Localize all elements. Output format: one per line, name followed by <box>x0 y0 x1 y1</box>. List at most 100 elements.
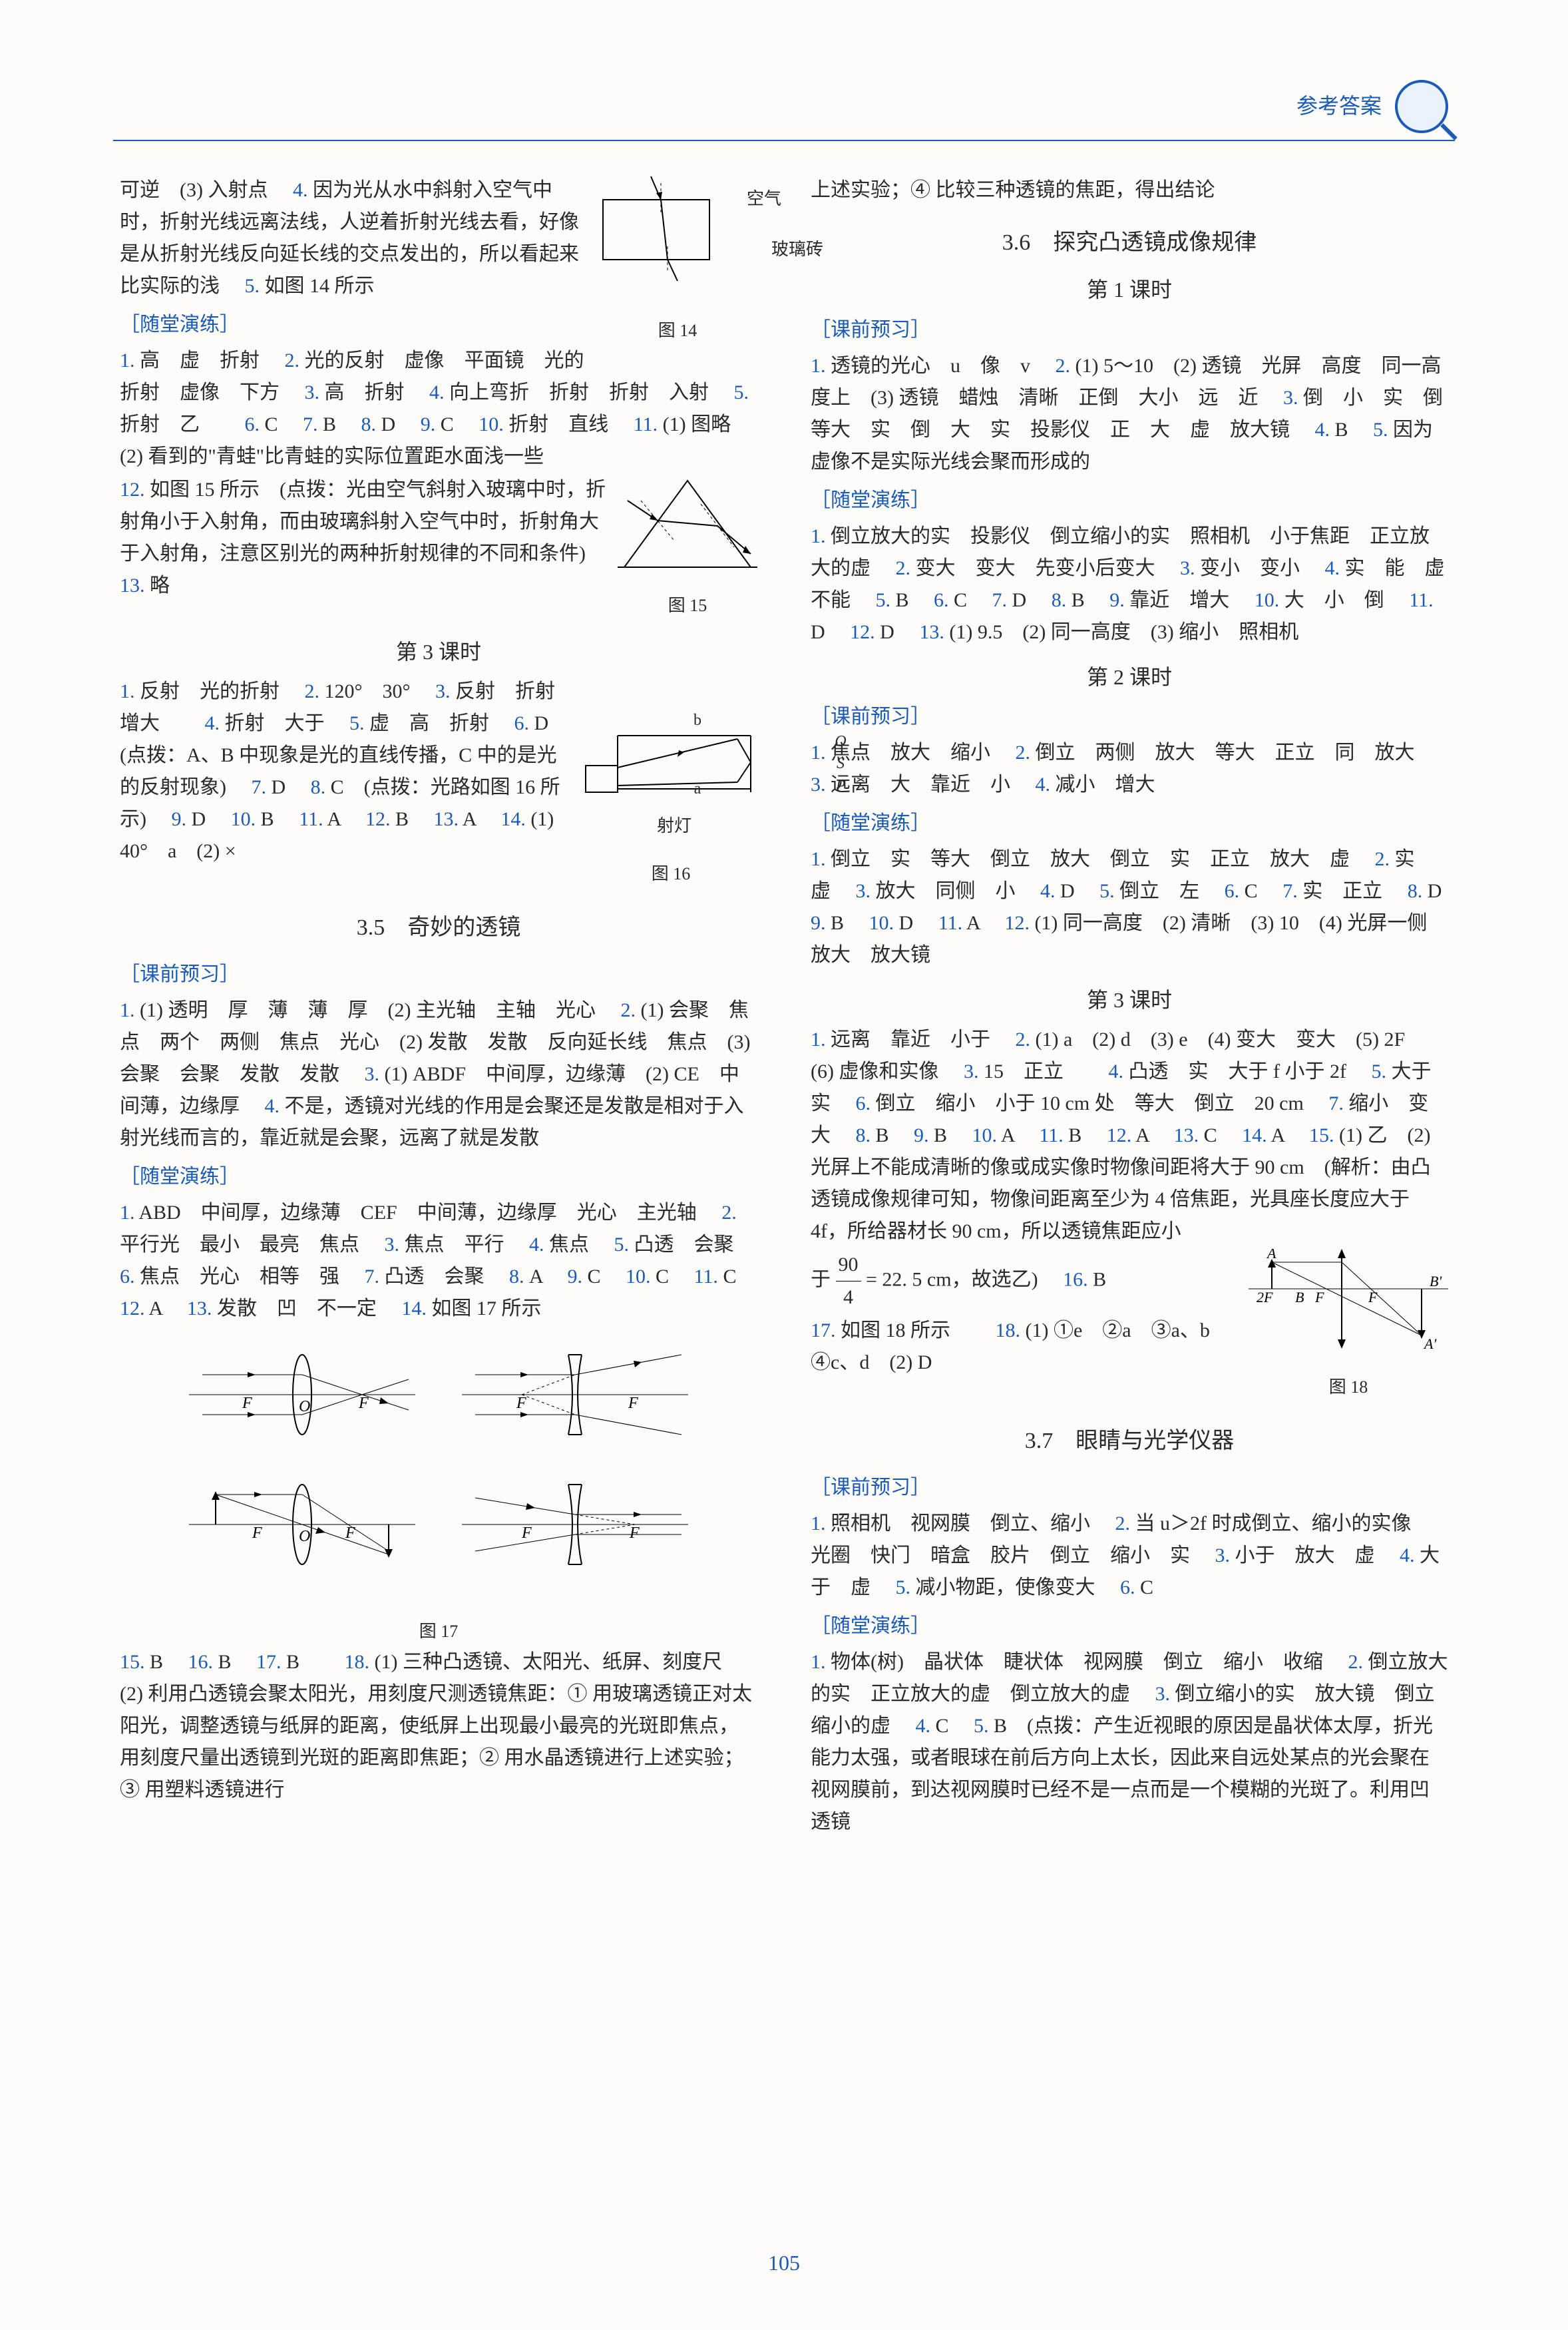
ans-text: 倒立 缩小 小于 10 cm 处 等大 倒立 20 cm <box>871 1092 1324 1114</box>
ans-num: 1. <box>811 848 826 870</box>
ans-num: 4. <box>1325 557 1340 579</box>
ans-text: C <box>651 1266 689 1287</box>
ans-text: C <box>260 413 298 435</box>
ans-text: B <box>890 589 929 611</box>
ans-text: A <box>145 1297 182 1319</box>
ans-text: 照相机 视网膜 倒立、缩小 <box>826 1513 1111 1534</box>
ans-num: 7. <box>365 1266 380 1287</box>
svg-text:F: F <box>1368 1289 1378 1305</box>
ans-text: 小于 放大 虚 <box>1230 1544 1395 1566</box>
ans-num: 5. <box>614 1234 630 1256</box>
ans-num: 3. <box>365 1063 380 1085</box>
sec36-title: 3.6 探究凸透镜成像规律 <box>811 225 1448 261</box>
ans-text: 15 正立 <box>978 1060 1103 1082</box>
ans-text: C <box>718 1266 757 1287</box>
fig15-caption: 图 15 <box>618 592 757 620</box>
svg-text:F: F <box>345 1524 355 1542</box>
ans-text: 向上弯折 折射 折射 入射 <box>445 381 729 403</box>
ans-num: 12. <box>850 621 875 643</box>
ans-num: 6. <box>245 413 260 435</box>
ans-num: 15. <box>1309 1124 1334 1146</box>
ans-num: 11. <box>938 912 962 934</box>
ans-text: B <box>213 1651 252 1673</box>
prism-svg <box>618 474 757 581</box>
diagram-15: 图 15 <box>618 474 757 619</box>
ans-text: (1) 9.5 (2) 同一高度 (3) 缩小 照相机 <box>944 621 1298 643</box>
lens-concave-diverge: F F <box>459 1475 691 1598</box>
ans-num: 10. <box>479 413 504 435</box>
ans-text: 如图 18 所示 <box>836 1319 991 1341</box>
ans-text: B <box>1064 1124 1102 1146</box>
ans-num: 14. <box>401 1297 427 1319</box>
ans-text: B <box>871 1124 909 1146</box>
ans-num: 2. <box>896 557 911 579</box>
page-number: 105 <box>768 2246 800 2280</box>
answer-block: 1. ABD 中间厚，边缘薄 CEF 中间薄，边缘厚 光心 主光轴 2. 平行光… <box>120 1197 757 1325</box>
sui2-title: ［随堂演练］ <box>811 808 1448 839</box>
ans-num: 11. <box>634 413 658 435</box>
ans-num: 2. <box>1348 1651 1363 1673</box>
ans-num: 14. <box>500 808 526 830</box>
ans-num: 7. <box>1328 1092 1344 1114</box>
sui-title: ［随堂演练］ <box>120 1161 757 1193</box>
ans-num: 12. <box>120 479 145 501</box>
ans-text: A <box>997 1124 1034 1146</box>
ans-num: 12. <box>1107 1124 1132 1146</box>
ans-num: 10. <box>1255 589 1280 611</box>
ans-num: 16. <box>188 1651 214 1673</box>
sui3-title: ［随堂演练］ <box>811 1610 1448 1642</box>
ans-num: 11. <box>299 808 323 830</box>
class2-title: 第 2 课时 <box>811 660 1448 694</box>
ans-text: 倒立 左 <box>1115 880 1220 902</box>
ans-text: 焦点 光心 相等 强 <box>135 1266 360 1287</box>
ans-num: 16. <box>1063 1268 1088 1290</box>
ans-num: 5. <box>876 589 891 611</box>
ans-text: (1) 三种凸透镜、太阳光、纸屏、刻度尺 (2) 利用凸透镜会聚太阳光，用刻度尺… <box>120 1651 752 1801</box>
ans-num: 3. <box>385 1234 400 1256</box>
ans-text: 焦点 平行 <box>399 1234 524 1256</box>
svg-text:F: F <box>628 1395 638 1412</box>
ans-num: 4. <box>293 179 308 201</box>
ans-num: 3. <box>435 680 451 702</box>
magnifier-icon <box>1395 80 1448 133</box>
ans-num: 17. <box>811 1319 836 1341</box>
svg-text:B: B <box>1295 1289 1304 1305</box>
ans-num: 14. <box>1242 1124 1267 1146</box>
cont-text: 上述实验；④ 比较三种透镜的焦距，得出结论 <box>811 174 1448 206</box>
ans-num: 18. <box>996 1319 1021 1341</box>
ans-num: 13. <box>187 1297 212 1319</box>
ans-text: 高 虚 折射 <box>135 350 280 371</box>
ans-num: 6. <box>856 1092 871 1114</box>
ans-num: 12. <box>1004 912 1030 934</box>
answer-block: 1. (1) 透明 厚 薄 薄 厚 (2) 主光轴 主轴 光心 2. (1) 会… <box>120 995 757 1154</box>
ans-num: 5. <box>1373 419 1388 441</box>
ans-num: 1. <box>811 1651 826 1673</box>
ans-num: 2. <box>1375 848 1390 870</box>
ans-text: 120° 30° <box>319 680 431 702</box>
ans-text: 虚 高 折射 <box>365 712 510 734</box>
ans-num: 1. <box>811 355 826 377</box>
ans-num: 4. <box>1400 1544 1415 1566</box>
ans-text: C <box>1135 1576 1154 1598</box>
header-title: 参考答案 <box>1296 89 1382 123</box>
ans-text: C <box>1239 880 1278 902</box>
sec35-title: 3.5 奇妙的透镜 <box>120 910 757 946</box>
ans-num: 4. <box>1315 419 1330 441</box>
ans-num: 2. <box>285 350 300 371</box>
label-P: P <box>754 774 927 799</box>
ans-text: 折射 直线 <box>504 413 629 435</box>
ans-text: B <box>390 808 429 830</box>
ans-num: 1. <box>120 350 135 371</box>
svg-text:F: F <box>521 1524 532 1542</box>
ans-text: 减小物距，使像变大 <box>910 1576 1115 1598</box>
kq-title: ［课前预习］ <box>120 959 757 991</box>
diagram-16: b a O S P 射灯 图 16 <box>584 696 757 887</box>
ans-text: C <box>1199 1124 1237 1146</box>
ans-num: 3. <box>1283 387 1298 409</box>
page-header: 参考答案 <box>1296 80 1448 133</box>
ans-text: ABD 中间厚，边缘薄 CEF 中间薄，边缘厚 光心 主光轴 <box>135 1202 717 1224</box>
ans-num: 15. <box>120 1651 145 1673</box>
ans-text: 变小 变小 <box>1195 557 1320 579</box>
ans-num: 2. <box>1016 742 1031 764</box>
ans-num: 12. <box>120 1297 145 1319</box>
